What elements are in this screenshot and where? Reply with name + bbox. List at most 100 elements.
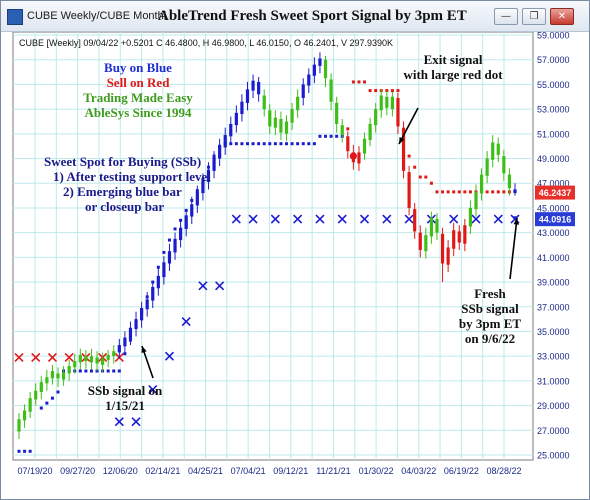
price-chart[interactable]: 59.0000 57.0000 55.0000 53.0000 51.0000 49.00… — [1, 32, 589, 499]
y-tick-label: 25.0000 — [537, 451, 570, 461]
candle-body — [223, 135, 227, 148]
support-dot — [245, 142, 249, 146]
x-tick-label: 04/25/21 — [188, 466, 223, 476]
resistance-dot — [502, 190, 506, 194]
fresh-ssb-note: Fresh — [474, 286, 506, 301]
chart-tab[interactable]: CUBE Weekly/CUBE Monthl — [27, 10, 167, 22]
candle-body — [201, 180, 205, 194]
support-dot — [273, 142, 277, 146]
stop-x-mark — [382, 214, 392, 224]
y-tick-label: 37.0000 — [537, 302, 570, 312]
x-tick-label: 08/28/22 — [486, 466, 521, 476]
candle-body — [22, 410, 27, 421]
sell-x-mark — [14, 352, 24, 362]
y-tick-label: 57.0000 — [537, 55, 570, 65]
candle-body — [290, 109, 294, 123]
fresh-ssb-note: by 3pm ET — [459, 316, 521, 331]
candle-body — [245, 89, 250, 103]
resistance-dot — [368, 89, 372, 93]
candle-body — [240, 101, 244, 115]
stop-x-mark — [337, 214, 347, 224]
y-tick-label: 43.0000 — [537, 228, 570, 238]
candle-body — [67, 366, 71, 374]
sweet-spot-line2: 2) Emerging blue bar — [63, 184, 182, 199]
candle-body — [485, 158, 489, 176]
x-tick-label: 07/04/21 — [231, 466, 266, 476]
y-tick-label: 39.0000 — [537, 278, 570, 288]
price-tag — [535, 185, 575, 200]
resistance-dot — [413, 165, 417, 169]
restore-button[interactable]: ❐ — [522, 8, 546, 25]
close-button[interactable]: ✕ — [550, 8, 574, 25]
app-icon — [7, 9, 23, 25]
candle-body — [100, 358, 105, 365]
support-dot — [162, 250, 166, 254]
support-dot — [28, 449, 32, 453]
minimize-icon: — — [501, 11, 511, 22]
y-tick-label: 47.0000 — [537, 179, 570, 189]
sweet-spot-line3: or closeup bar — [85, 199, 164, 214]
support-dot — [45, 401, 49, 405]
stop-x-mark — [148, 384, 158, 395]
candle-body — [429, 217, 434, 237]
candle-body — [257, 81, 261, 95]
x-tick-label: 06/19/22 — [444, 466, 479, 476]
y-tick-label: 27.0000 — [537, 426, 570, 436]
minimize-button[interactable]: — — [494, 8, 518, 25]
support-dot — [285, 142, 289, 146]
candle-body — [474, 191, 478, 210]
sell-x-mark — [31, 352, 41, 362]
support-dot — [39, 406, 43, 410]
candle-body — [463, 225, 467, 244]
support-dot — [84, 369, 88, 373]
price-tag-label: 46.2437 — [539, 188, 572, 198]
candle-body — [179, 227, 183, 241]
candle-body — [346, 136, 350, 152]
info-line: CUBE [Weekly] 09/04/22 +0.5201 C 46.4800… — [19, 38, 393, 48]
candle-body — [206, 169, 211, 182]
resistance-dot — [446, 190, 450, 194]
candle-body — [173, 238, 177, 253]
support-dot — [513, 216, 517, 220]
stop-x-mark — [248, 214, 258, 224]
x-tick-label: 11/21/21 — [316, 466, 350, 476]
resistance-dot — [351, 80, 355, 84]
y-tick-label: 53.0000 — [537, 105, 570, 115]
candle-body — [95, 357, 99, 364]
support-dot — [324, 134, 328, 138]
candle-body — [401, 127, 406, 171]
support-dot — [17, 449, 21, 453]
ssb-signal-note: 1/15/21 — [105, 398, 145, 413]
legend-buy-on-blue: Buy on Blue — [104, 60, 172, 75]
candle-body — [268, 110, 272, 127]
plot-area — [12, 32, 534, 461]
candle-body — [362, 138, 367, 154]
resistance-dot — [491, 190, 495, 194]
fresh-ssb-note: SSb signal — [461, 301, 519, 316]
candle-body — [73, 361, 77, 368]
candle-body — [507, 174, 512, 189]
candle-body — [435, 219, 439, 233]
candle-body — [151, 287, 155, 301]
candle-body — [413, 209, 417, 232]
candle-body — [340, 125, 344, 136]
candle-body — [323, 59, 328, 79]
candle-body — [262, 95, 266, 110]
y-tick-label: 51.0000 — [537, 129, 570, 139]
support-dot — [279, 142, 283, 146]
resistance-dot — [374, 89, 378, 93]
candle-body — [39, 382, 43, 392]
resistance-dot — [452, 190, 456, 194]
candle-body — [190, 204, 194, 217]
support-dot — [240, 142, 244, 146]
candle-body — [418, 232, 422, 250]
candle-body — [167, 251, 172, 264]
candle-body — [145, 299, 149, 310]
candle-body — [296, 96, 300, 111]
support-dot — [106, 369, 110, 373]
candle-body — [385, 96, 389, 108]
candle-body — [184, 215, 188, 229]
candle-body — [162, 262, 166, 278]
candle-body — [440, 233, 445, 264]
